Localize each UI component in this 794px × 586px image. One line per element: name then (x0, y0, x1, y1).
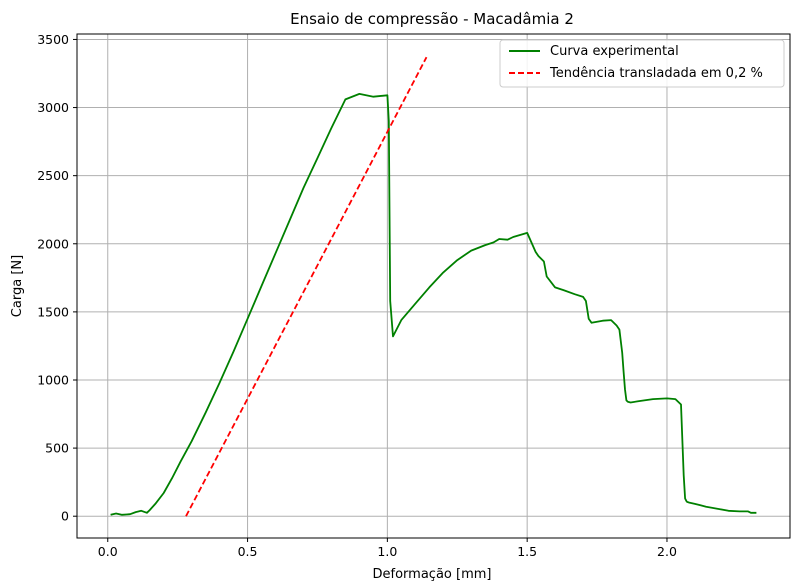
x-tick-label: 1.0 (377, 544, 397, 559)
x-axis: 0.0 0.5 1.0 1.5 2.0 (98, 538, 677, 559)
y-tick-label: 500 (45, 441, 69, 456)
x-tick-label: 1.5 (517, 544, 537, 559)
y-axis: 0 500 1000 1500 2000 2500 3000 3500 (37, 32, 77, 524)
y-tick-label: 2000 (37, 236, 69, 251)
chart-title: Ensaio de compressão - Macadâmia 2 (290, 10, 574, 28)
y-tick-label: 3500 (37, 32, 69, 47)
x-tick-label: 2.0 (657, 544, 677, 559)
y-tick-label: 2500 (37, 168, 69, 183)
y-tick-label: 3000 (37, 100, 69, 115)
plot-frame (76, 33, 791, 539)
x-axis-label: Deformação [mm] (373, 567, 492, 582)
y-tick-label: 0 (61, 509, 69, 524)
y-tick-label: 1500 (37, 304, 69, 319)
legend: Curva experimental Tendência transladada… (499, 39, 785, 88)
y-tick-label: 1000 (37, 372, 69, 387)
x-tick-label: 0.5 (238, 544, 258, 559)
y-axis-label: Carga [N] (10, 255, 25, 317)
legend-box (499, 39, 785, 88)
series-line-trend (185, 56, 428, 517)
plot-series (110, 56, 757, 517)
grid (77, 34, 790, 538)
x-tick-label: 0.0 (98, 544, 118, 559)
legend-label-experimental: Curva experimental (550, 44, 679, 59)
series-line-experimental (110, 93, 757, 516)
legend-label-trend: Tendência transladada em 0,2 % (549, 66, 763, 81)
